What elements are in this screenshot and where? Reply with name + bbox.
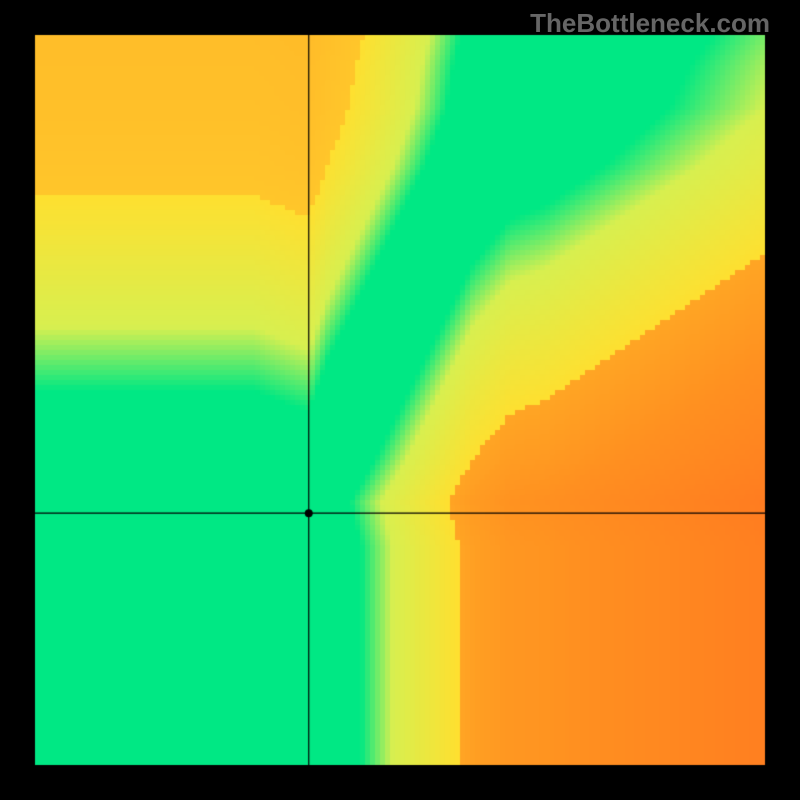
chart-container: TheBottleneck.com [0,0,800,800]
watermark-text: TheBottleneck.com [530,8,770,39]
heatmap-canvas [0,0,800,800]
